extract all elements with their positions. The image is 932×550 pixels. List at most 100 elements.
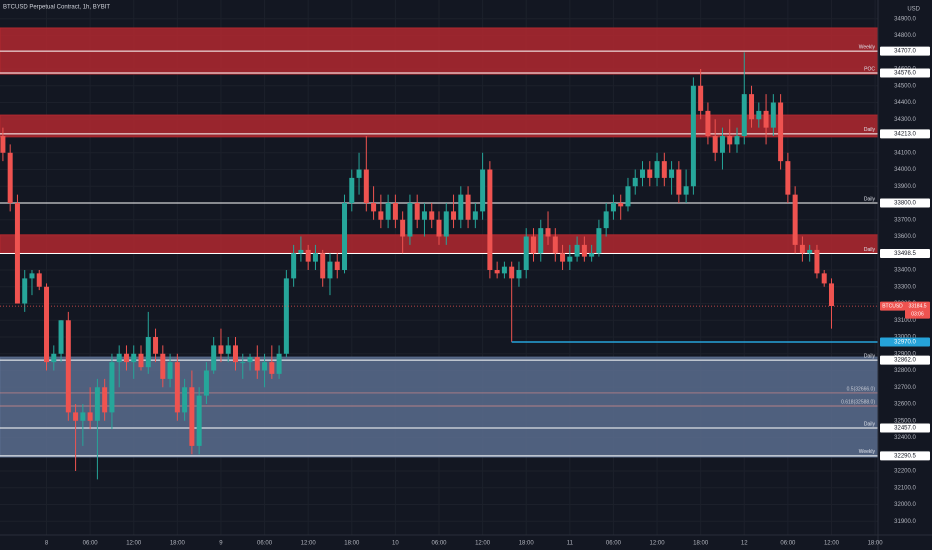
x-tick-label: 12:00 — [126, 541, 142, 547]
candle-body — [712, 136, 718, 153]
candle-body — [189, 387, 195, 446]
candle-body — [661, 161, 667, 178]
ray-price-label: 32970.0 — [894, 340, 916, 346]
currency-label: USD — [907, 7, 920, 13]
candle-body — [232, 345, 238, 363]
candle-body — [247, 357, 253, 363]
candle-body — [378, 211, 384, 220]
candle-body — [727, 136, 733, 145]
zone — [0, 356, 879, 458]
candle-body — [51, 353, 57, 363]
y-tick-label: 33300.0 — [894, 284, 916, 290]
last-countdown: 03:06 — [911, 311, 924, 317]
candle-body — [516, 270, 522, 279]
candle-body — [174, 362, 180, 413]
candle-body — [828, 283, 834, 307]
x-tick-label: 12:00 — [650, 541, 666, 547]
candle-body — [283, 278, 289, 354]
candle-body — [400, 219, 406, 237]
candle-body — [465, 194, 471, 220]
candle-body — [73, 412, 79, 421]
candle-body — [123, 353, 129, 363]
candle-body — [589, 253, 595, 257]
candle-body — [225, 345, 231, 354]
candle-body — [480, 169, 486, 212]
candle-body — [262, 362, 268, 371]
x-tick-label: 12:00 — [824, 541, 840, 547]
y-tick-label: 32600.0 — [894, 402, 916, 408]
y-tick-label: 33700.0 — [894, 217, 916, 223]
candle-body — [94, 387, 100, 421]
candle-body — [792, 194, 798, 245]
candle-body — [131, 353, 137, 363]
candle-body — [305, 249, 311, 262]
candle-body — [763, 110, 769, 128]
x-tick-label: 18:00 — [344, 541, 360, 547]
candle-body — [640, 169, 646, 178]
candle-body — [349, 177, 355, 204]
level-price-label: 34707.0 — [894, 49, 916, 55]
candle-body — [676, 169, 682, 195]
x-tick-label: 18:00 — [693, 541, 709, 547]
candle-body — [342, 203, 348, 271]
x-tick-label: 06:00 — [257, 541, 273, 547]
candle-body — [560, 253, 566, 262]
level-price-label: 34576.0 — [894, 71, 916, 77]
candle-body — [254, 357, 260, 371]
level-price-box — [880, 68, 930, 78]
y-tick-label: 34400.0 — [894, 100, 916, 106]
candle-body — [421, 211, 427, 220]
candle-body — [7, 152, 13, 204]
candle-body — [356, 169, 362, 178]
candle-body — [647, 169, 653, 178]
candle-body — [814, 249, 820, 274]
last-symbol: BTCUSD — [882, 303, 903, 309]
ray-price-box — [880, 337, 930, 347]
level-price-box — [880, 249, 930, 259]
candle-body — [705, 110, 711, 137]
x-tick-label: 18:00 — [170, 541, 186, 547]
candle-body — [80, 412, 86, 421]
candle-body — [821, 273, 827, 284]
candle-body — [298, 249, 304, 254]
candle-body — [371, 203, 377, 212]
y-tick-label: 32900.0 — [894, 351, 916, 357]
candle-body — [240, 362, 246, 364]
level-price-box — [880, 423, 930, 433]
y-tick-label: 32700.0 — [894, 385, 916, 391]
x-tick-label: 06:00 — [83, 541, 99, 547]
y-tick-label: 33400.0 — [894, 268, 916, 274]
candle-body — [269, 362, 275, 374]
candle-body — [538, 228, 544, 254]
candle-body — [654, 161, 660, 178]
candle-body — [29, 273, 35, 279]
x-tick-label: 12:00 — [475, 541, 491, 547]
y-tick-label: 33100.0 — [894, 318, 916, 324]
last-price-label: 33184.5 — [908, 303, 926, 309]
level-name: Weekly — [859, 449, 876, 455]
candle-body — [87, 412, 93, 421]
x-tick-label: 9 — [219, 541, 223, 547]
candle-body — [385, 203, 391, 220]
candle-body — [182, 387, 188, 413]
plot-area — [0, 27, 879, 480]
y-tick-label: 34900.0 — [894, 16, 916, 22]
level-name: Daily — [864, 247, 876, 253]
last-symbol-box — [880, 301, 905, 311]
y-tick-label: 32000.0 — [894, 502, 916, 508]
candle-body — [530, 236, 536, 254]
candle-body — [443, 211, 449, 237]
candle-body — [65, 320, 71, 413]
candle-body — [618, 203, 624, 207]
candle-body — [429, 211, 435, 220]
candle-body — [683, 186, 689, 195]
x-tick-label: 18:00 — [868, 541, 884, 547]
x-tick-label: 06:00 — [431, 541, 447, 547]
candle-body — [545, 228, 551, 237]
candle-body — [509, 266, 515, 279]
y-tick-label: 32500.0 — [894, 418, 916, 424]
y-tick-label: 32800.0 — [894, 368, 916, 374]
y-tick-label: 33600.0 — [894, 234, 916, 240]
